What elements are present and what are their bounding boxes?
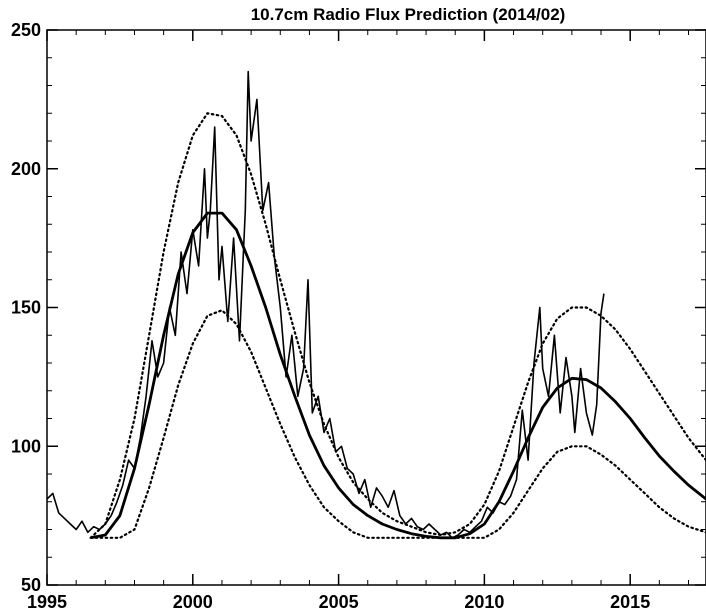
x-tick-label: 2000: [173, 592, 213, 612]
chart-title: 10.7cm Radio Flux Prediction (2014/02): [251, 5, 566, 24]
x-tick-label: 2015: [610, 592, 650, 612]
bound-line-2: [89, 112, 706, 539]
x-tick-label: 2005: [319, 592, 359, 612]
y-tick-label: 100: [11, 436, 41, 456]
x-tick-label: 2010: [464, 592, 504, 612]
plot-frame: [46, 29, 706, 586]
y-tick-label: 200: [11, 159, 41, 179]
predicted-flux-line-1: [90, 211, 706, 540]
plot-series: [46, 70, 706, 540]
y-tick-label: 50: [21, 575, 41, 595]
bound-line-3: [89, 309, 706, 539]
axes: 1995 2000 2005 2010 2015 50 100 150 200 250: [11, 20, 706, 612]
x-tick-label: 1995: [27, 592, 67, 612]
y-tick-label: 250: [11, 20, 41, 40]
y-tick-label: 150: [11, 298, 41, 318]
